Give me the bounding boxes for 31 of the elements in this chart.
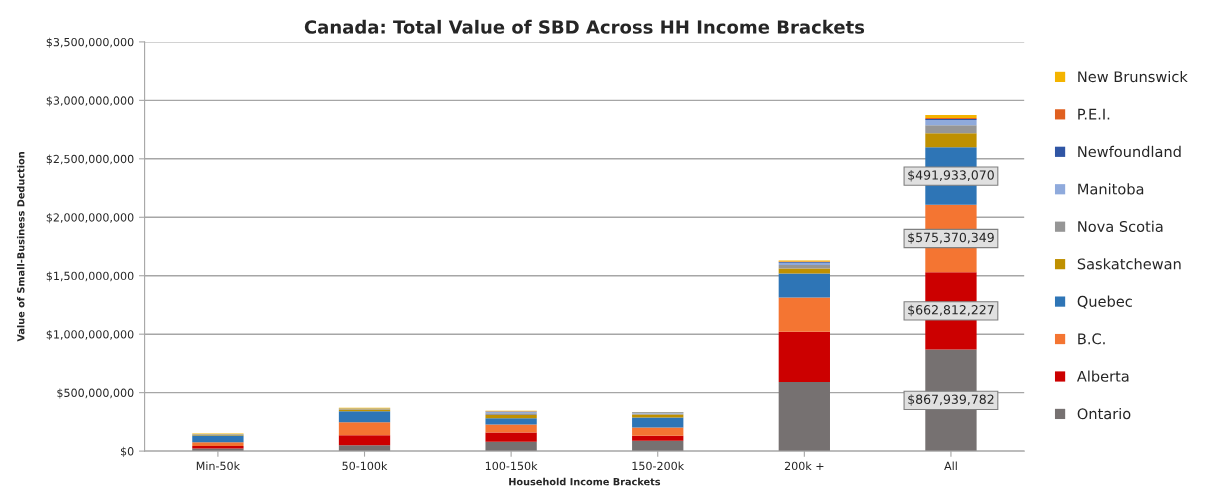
y-tick-label: $3,000,000,000 [46, 96, 134, 107]
y-tick-label: $2,500,000,000 [46, 154, 134, 165]
legend-label: Ontario [1077, 407, 1131, 420]
legend-label: P.E.I. [1078, 108, 1110, 120]
x-axis-title: Household Income Brackets [509, 477, 661, 486]
data-label: $575,370,349 [908, 232, 994, 244]
y-tick-label: $500,000,000 [57, 388, 134, 399]
legend-label: B.C. [1078, 333, 1105, 345]
data-label: $491,933,070 [908, 170, 994, 182]
y-tick-label: $1,000,000,000 [46, 329, 134, 341]
x-tick-label: 150-200k [632, 461, 685, 471]
y-tick-label: $0 [120, 446, 134, 457]
legend-label: Alberta [1076, 370, 1129, 382]
data-label: $662,812,227 [908, 304, 994, 317]
legend-label: Manitoba [1078, 183, 1144, 195]
y-tick-label: $2,000,000,000 [46, 213, 134, 224]
y-tick-label: $1,500,000,000 [46, 271, 134, 282]
y-axis-title: Value of Small-Business Deduction [16, 152, 25, 342]
legend-label: Saskatchewan [1077, 258, 1181, 270]
legend-label: Quebec [1077, 295, 1132, 309]
y-tick-label: $3,500,000,000 [46, 37, 134, 48]
x-tick-label: All [944, 461, 957, 470]
legend-label: Nova Scotia [1078, 220, 1163, 233]
x-tick-label: 50-100k [342, 461, 388, 471]
legend-label: Newfoundland [1078, 145, 1181, 158]
x-tick-label: 200k + [784, 461, 824, 471]
legend-label: New Brunswick [1078, 70, 1188, 83]
x-tick-label: Min-50k [196, 461, 241, 471]
chart-title: Canada: Total Value of SBD Across HH Income Brackets [304, 19, 865, 34]
data-label: $867,939,782 [908, 394, 994, 406]
x-tick-label: 100-150k [485, 461, 538, 471]
